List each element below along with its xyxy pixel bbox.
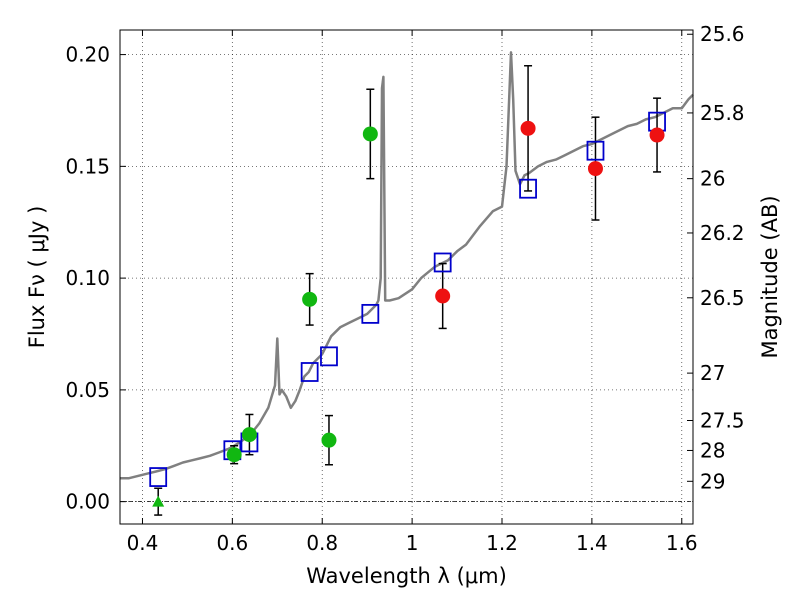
plot-frame [119, 29, 694, 525]
right-tick-label: 26.2 [700, 221, 745, 245]
observed-point-green [321, 432, 337, 448]
x-tick-labels: 0.4 0.6 0.8 1 1.2 1.4 1.6 [127, 531, 698, 555]
right-tick-label: 25.8 [700, 101, 745, 125]
y-tick-labels: 0.00 0.05 0.10 0.15 0.20 [65, 43, 110, 514]
right-tick-label: 27 [700, 361, 725, 385]
right-tick-label: 27.5 [700, 409, 745, 433]
y-tick-label: 0.20 [65, 43, 110, 67]
model-photometry-square [519, 178, 537, 199]
y-tick-label: 0.15 [65, 154, 110, 178]
observed-point-red [587, 161, 603, 177]
observed-point-green [302, 291, 318, 307]
x-tick-label: 1.2 [486, 531, 518, 555]
upper-limit-triangle [152, 495, 165, 507]
grid [120, 30, 693, 524]
y-tick-label: 0.00 [65, 490, 110, 514]
right-tick-label: 25.6 [700, 22, 745, 46]
right-tick-label: 29 [700, 469, 725, 493]
model-photometry-square [300, 362, 319, 382]
model-photometry-square [361, 303, 380, 324]
x-tick-label: 1.6 [666, 531, 698, 555]
observed-point-red [520, 120, 536, 136]
observed-point-red [435, 288, 451, 304]
model-photometry-square [433, 252, 452, 273]
right-tick-label: 28 [700, 438, 725, 462]
ticks-group [120, 30, 693, 524]
right-tick-label: 26.5 [700, 286, 745, 310]
y-tick-label: 0.05 [65, 378, 110, 402]
x-tick-label: 0.4 [127, 531, 159, 555]
x-tick-label: 1.4 [576, 531, 608, 555]
x-axis-label: Wavelength λ (μm) [306, 564, 507, 588]
y-tick-label: 0.10 [65, 266, 110, 290]
x-tick-label: 0.8 [306, 531, 338, 555]
model-photometry-square [586, 140, 605, 161]
x-tick-label: 1 [406, 531, 419, 555]
right-tick-labels: 25.6 25.8 26 26.2 26.5 27 27.5 28 29 [700, 22, 745, 493]
right-tick-label: 26 [700, 167, 725, 191]
right-axis-label: Magnitude (AB) [758, 195, 782, 358]
points-group [149, 111, 666, 507]
observed-point-green [362, 126, 378, 142]
model-photometry-square [320, 346, 338, 367]
x-tick-label: 0.6 [216, 531, 248, 555]
observed-point-green [241, 427, 257, 443]
model-spectrum-line [120, 51, 694, 480]
model-spectrum-group [120, 51, 694, 480]
observed-point-green [226, 447, 242, 463]
model-photometry-square [149, 467, 168, 487]
y-axis-label: Flux Fν ( μJy ) [25, 206, 49, 349]
observed-point-red [649, 127, 665, 143]
